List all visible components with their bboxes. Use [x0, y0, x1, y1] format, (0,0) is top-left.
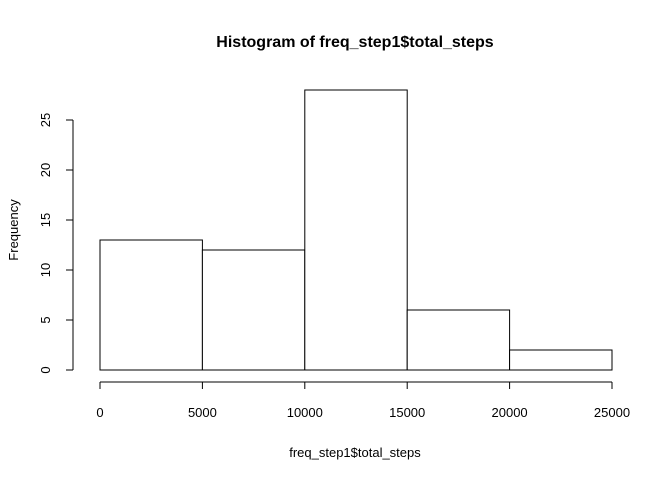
- x-axis-label: freq_step1$total_steps: [289, 445, 421, 460]
- y-tick-label: 0: [38, 366, 53, 373]
- histogram-bar-4: [509, 349, 613, 371]
- y-tick-label: 5: [38, 316, 53, 323]
- y-tick-label: 15: [38, 213, 53, 227]
- x-tick-label: 0: [96, 405, 103, 420]
- x-axis: 0 5000 10000 15000 20000 25000: [96, 381, 630, 420]
- y-tick-label: 20: [38, 163, 53, 177]
- histogram-bars: [99, 89, 613, 371]
- histogram-bar-3: [406, 309, 511, 371]
- x-tick-label: 15000: [389, 405, 425, 420]
- y-axis-label: Frequency: [6, 199, 21, 261]
- histogram-bar-2: [304, 89, 408, 371]
- x-tick-label: 25000: [594, 405, 630, 420]
- y-tick-label: 25: [38, 113, 53, 127]
- y-axis: 0 5 10 15 20 25: [38, 113, 74, 374]
- chart-title: Histogram of freq_step1$total_steps: [216, 34, 494, 51]
- y-tick-label: 10: [38, 263, 53, 277]
- x-tick-label: 20000: [492, 405, 528, 420]
- histogram-bar-1: [201, 249, 306, 371]
- x-tick-label: 5000: [188, 405, 217, 420]
- x-tick-label: 10000: [287, 405, 323, 420]
- histogram-bar-0: [99, 239, 203, 371]
